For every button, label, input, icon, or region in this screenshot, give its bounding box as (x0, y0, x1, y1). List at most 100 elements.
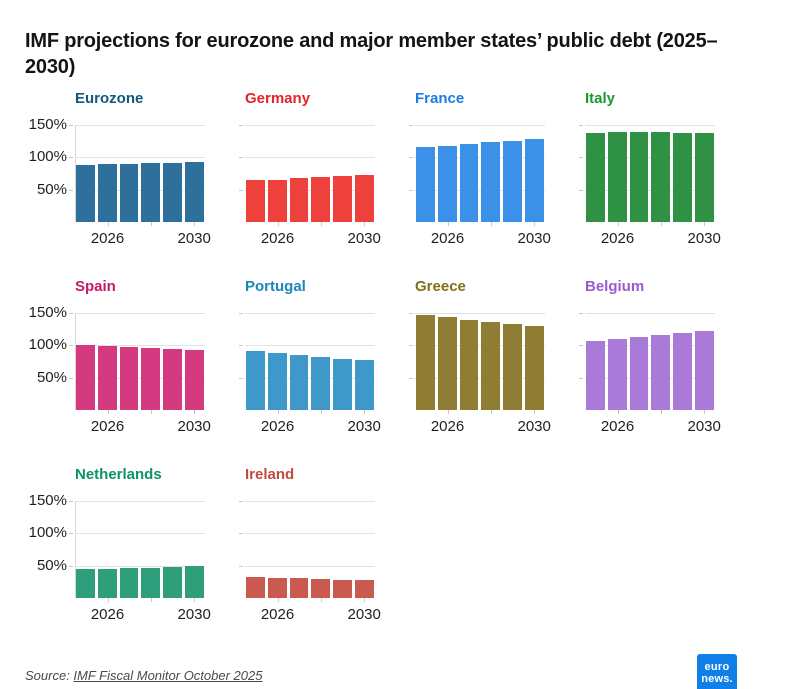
x-tick-2030 (534, 222, 536, 226)
chart-title-ireland: Ireland (245, 466, 295, 483)
bar-2026 (607, 339, 627, 410)
plot-area-belgium (579, 306, 715, 414)
bars-eurozone (76, 118, 204, 222)
bar-2025 (586, 133, 605, 222)
x-label-2026: 2026 (600, 230, 635, 247)
y-label-100: 100% (28, 336, 67, 353)
bar-2030 (355, 359, 374, 410)
gridline-50 (585, 189, 715, 191)
bar-2026 (97, 346, 117, 410)
bars-ireland (246, 494, 374, 598)
source-link[interactable]: IMF Fiscal Monitor October 2025 (73, 668, 263, 683)
x-label-2026: 2026 (600, 418, 635, 435)
plot-area-portugal (239, 306, 375, 414)
gridline-150 (75, 124, 205, 126)
y-label-50: 50% (36, 180, 67, 198)
gridline-50 (75, 565, 205, 567)
gridline-150 (585, 124, 715, 126)
gridline-100 (245, 345, 375, 346)
gridline-50 (415, 189, 545, 191)
x-tick-2028 (320, 222, 322, 226)
x-tick-2028 (660, 222, 662, 226)
y-tick-150 (69, 124, 73, 126)
chart-ireland: Ireland 2026 2030 (239, 464, 381, 632)
y-label-100: 100% (28, 148, 67, 165)
y-tick-100 (579, 345, 583, 346)
gridline-150 (245, 124, 375, 126)
plot-area-eurozone (69, 118, 205, 226)
x-axis-labels: 2026 2030 (415, 410, 551, 444)
x-label-2026: 2026 (90, 230, 125, 247)
gridline-150 (415, 124, 545, 126)
gridline-100 (585, 157, 715, 158)
bar-2030 (355, 580, 374, 598)
gridline-100 (75, 533, 205, 534)
chart-title-netherlands: Netherlands (75, 466, 162, 483)
bars-belgium (586, 306, 714, 410)
chart-title-belgium: Belgium (585, 278, 645, 295)
bar-2030 (525, 138, 544, 222)
gridline-100 (245, 157, 375, 158)
gridline-150 (75, 312, 205, 314)
bar-2029 (673, 333, 693, 410)
x-tick-2028 (150, 410, 152, 414)
y-tick-100 (69, 533, 73, 534)
bar-2029 (673, 132, 693, 222)
x-tick-2028 (150, 598, 152, 602)
y-axis-spine (75, 124, 76, 222)
x-axis-labels: 2026 2030 (75, 598, 211, 632)
x-tick-2026 (617, 222, 619, 226)
bar-2028 (141, 567, 161, 598)
bar-2026 (267, 577, 287, 598)
gridline-150 (415, 312, 545, 314)
bar-2027 (289, 355, 309, 410)
gridline-50 (75, 377, 205, 379)
gridline-50 (415, 377, 545, 379)
chart-germany: Germany 2026 2030 (239, 88, 381, 256)
x-label-2026: 2026 (90, 418, 125, 435)
chart-portugal: Portugal 2026 2030 (239, 276, 381, 444)
y-tick-100 (69, 345, 73, 346)
logo-text-news: news. (701, 673, 733, 685)
footer: Source: IMF Fiscal Monitor October 2025 … (25, 654, 808, 689)
plot-area-spain (69, 306, 205, 414)
x-axis-labels: 2026 2030 (75, 222, 211, 256)
x-label-2026: 2026 (90, 606, 125, 623)
y-tick-100 (69, 157, 73, 158)
y-tick-100 (409, 157, 413, 158)
x-tick-2028 (660, 410, 662, 414)
bars-germany (246, 118, 374, 222)
bar-2026 (607, 132, 627, 222)
bar-2025 (416, 147, 435, 222)
plot-area-italy (579, 118, 715, 226)
y-label-150: 150% (28, 303, 67, 321)
y-tick-50 (239, 189, 243, 191)
y-label-100: 100% (28, 524, 67, 541)
y-label-50: 50% (36, 556, 67, 574)
chart-france: France 2026 2030 (409, 88, 551, 256)
bars-france (416, 118, 544, 222)
y-axis-spine (75, 500, 76, 598)
bar-2027 (459, 144, 479, 222)
bar-2029 (163, 349, 183, 410)
chart-eurozone: Eurozone 2026 2030 (69, 88, 211, 256)
y-tick-150 (579, 124, 583, 126)
chart-row-3: 150% 100% 50% Netherlands 2026 2030 Ireland 202… (25, 464, 808, 632)
source-line: Source: IMF Fiscal Monitor October 2025 (25, 668, 262, 683)
bar-2029 (503, 140, 523, 222)
y-label-150: 150% (28, 491, 67, 509)
y-tick-150 (409, 124, 413, 126)
x-axis-labels: 2026 2030 (245, 222, 381, 256)
x-tick-2026 (107, 222, 109, 226)
bar-2027 (289, 578, 309, 598)
bar-2029 (163, 162, 183, 222)
x-tick-2026 (447, 410, 449, 414)
bars-spain (76, 306, 204, 410)
chart-row-2: 150% 100% 50% Spain 2026 2030 Portugal 2026 2030… (25, 276, 808, 444)
x-label-2026: 2026 (260, 418, 295, 435)
gridline-150 (585, 312, 715, 314)
bar-2028 (141, 163, 161, 222)
x-tick-2026 (107, 410, 109, 414)
bar-2025 (586, 341, 605, 410)
bars-portugal (246, 306, 374, 410)
